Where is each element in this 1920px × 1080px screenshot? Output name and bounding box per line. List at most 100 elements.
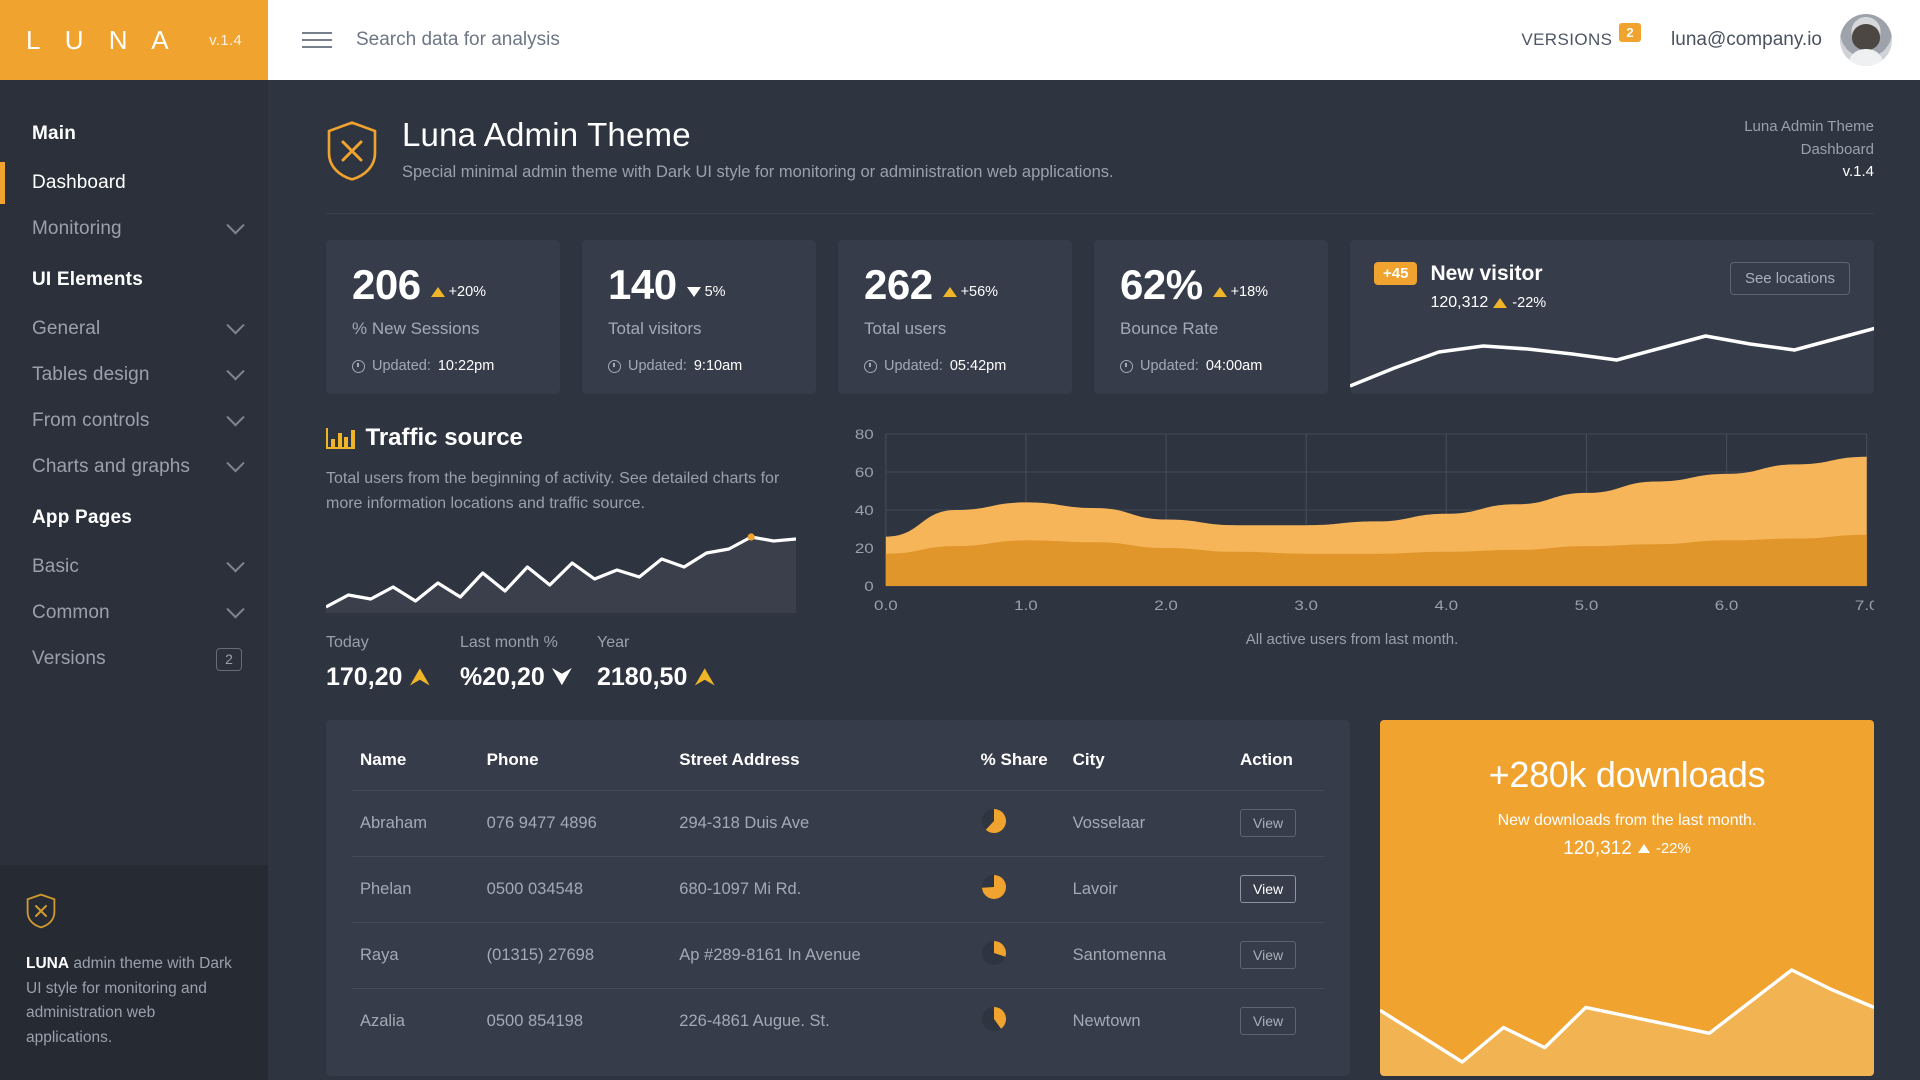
stat-card-new-sessions: 206 +20% % New Sessions Updated: 10:22pm: [326, 240, 560, 394]
stat-card-total-users: 262 +56% Total users Updated: 05:42pm: [838, 240, 1072, 394]
page-title-block: Luna Admin Theme Special minimal admin t…: [402, 116, 1114, 182]
data-table-card: Name Phone Street Address % Share City A…: [326, 719, 1350, 1076]
y-axis-tick-label: 20: [855, 541, 874, 556]
y-axis-tick-label: 0: [864, 579, 874, 594]
brand-logo[interactable]: L U N A v.1.4: [0, 0, 268, 80]
col-header-share: % Share: [972, 727, 1065, 791]
new-visitor-sparkline: [1350, 326, 1874, 388]
cell-address: 680-1097 Mi Rd.: [671, 856, 973, 923]
sidebar-item-charts-and-graphs[interactable]: Charts and graphs: [0, 444, 268, 490]
downloads-change: -22%: [1655, 840, 1691, 858]
stat-updated-time: 10:22pm: [437, 358, 495, 374]
cell-phone: (01315) 27698: [478, 922, 672, 989]
sidebar-item-versions[interactable]: Versions 2: [0, 636, 268, 683]
chevron-down-icon: [226, 215, 245, 234]
table-row: Phelan 0500 034548 680-1097 Mi Rd. Lavoir Vi…: [352, 856, 1324, 923]
stat-value: 140: [608, 261, 677, 308]
x-axis-tick-label: 0.0: [874, 598, 898, 613]
col-header-address: Street Address: [671, 727, 973, 791]
versions-link[interactable]: VERSIONS 2: [1521, 23, 1642, 50]
search-input[interactable]: [356, 29, 816, 51]
cell-name: Abraham: [352, 790, 479, 857]
traffic-stat-last-month: Last month % %20,20 ⮟: [460, 634, 597, 692]
traffic-source-title: Traffic source: [365, 424, 523, 451]
traffic-stat-value: 170,20: [326, 662, 403, 691]
sidebar-item-monitoring[interactable]: Monitoring: [0, 206, 268, 252]
downloads-title: +280k downloads: [1488, 753, 1766, 795]
cell-name: Phelan: [352, 856, 479, 923]
area-series-lower: [885, 534, 1867, 586]
avatar[interactable]: [1840, 14, 1892, 66]
y-axis-tick-label: 60: [855, 465, 874, 480]
stat-value: 262: [864, 261, 933, 308]
sidebar-footer-text: LUNA admin theme with Dark UI style for …: [26, 952, 242, 1050]
y-axis-tick-label: 40: [855, 503, 874, 518]
x-axis-tick-label: 1.0: [1014, 598, 1038, 613]
stat-card-total-visitors: 140 5% Total visitors Updated: 9:10am: [582, 240, 816, 394]
user-email[interactable]: luna@company.io: [1671, 29, 1822, 50]
traffic-source-stats: Today 170,20 ⮝ Last month % %20,20 ⮟: [326, 634, 796, 692]
sidebar-footer-desc: admin theme with Dark UI style for monit…: [26, 955, 232, 1046]
cell-address: 294-318 Duis Ave: [671, 790, 973, 857]
hamburger-menu-icon[interactable]: [288, 32, 346, 48]
sidebar-item-basic[interactable]: Basic: [0, 544, 268, 590]
new-visitor-sub: 120,312 -22%: [1430, 294, 1546, 312]
arrow-up-icon: ⮝: [410, 664, 430, 690]
cell-address: 226-4861 Augue. St.: [679, 1011, 830, 1030]
sidebar-item-common[interactable]: Common: [0, 590, 268, 636]
stat-delta: +18%: [1212, 284, 1268, 306]
share-pie-icon: [981, 940, 1006, 965]
cell-action: View: [1232, 922, 1324, 989]
cell-city: Newtown: [1072, 1011, 1141, 1030]
sidebar-item-label: Charts and graphs: [32, 456, 191, 477]
col-header-city: City: [1064, 727, 1232, 791]
page-meta-version: v.1.4: [1842, 163, 1874, 180]
view-button[interactable]: View: [1240, 809, 1297, 838]
chevron-down-icon: [226, 453, 245, 472]
sidebar-item-tables-design[interactable]: Tables design: [0, 352, 268, 398]
triangle-up-icon: [942, 287, 957, 297]
col-header-phone: Phone: [478, 727, 672, 791]
downloads-card: +280k downloads New downloads from the l…: [1380, 719, 1874, 1076]
chevron-down-icon: [226, 407, 245, 426]
traffic-stat-label: Year: [597, 633, 630, 651]
chevron-down-icon: [226, 553, 245, 572]
shield-x-icon: [26, 893, 242, 934]
cell-phone: 0500 034548: [478, 856, 672, 923]
arrow-down-icon: ⮟: [552, 664, 572, 690]
stat-delta: 5%: [686, 284, 726, 306]
sidebar-footer-brand: LUNA: [26, 955, 70, 973]
col-header-action: Action: [1232, 727, 1324, 791]
middle-row: Traffic source Total users from the begi…: [325, 424, 1879, 692]
sidebar-item-label: Basic: [32, 556, 79, 577]
cell-phone: 0500 854198: [486, 1011, 584, 1030]
traffic-source-sparkline: [325, 532, 797, 613]
versions-label: VERSIONS: [1521, 30, 1613, 49]
stat-updated: Updated: 04:00am: [1120, 358, 1302, 374]
traffic-source-description: Total users from the beginning of activi…: [326, 470, 780, 512]
cell-phone: 076 9477 4896: [478, 790, 672, 857]
cell-action: View: [1232, 856, 1324, 923]
traffic-stat-year: Year 2180,50 ⮝: [597, 634, 714, 692]
view-button[interactable]: View: [1240, 941, 1297, 970]
sidebar-item-general[interactable]: General: [0, 306, 268, 352]
see-locations-button[interactable]: See locations: [1729, 262, 1850, 295]
view-button[interactable]: View: [1240, 875, 1297, 904]
x-axis-tick-label: 6.0: [1715, 598, 1739, 613]
stat-updated-time: 05:42pm: [949, 358, 1007, 374]
sidebar-item-label: Common: [32, 602, 110, 623]
view-button[interactable]: View: [1240, 1007, 1297, 1036]
stat-label: Bounce Rate: [1120, 319, 1219, 338]
stat-label: % New Sessions: [352, 319, 480, 338]
sidebar-item-from-controls[interactable]: From controls: [0, 398, 268, 444]
traffic-stat-label: Today: [326, 633, 369, 651]
sidebar-item-dashboard[interactable]: Dashboard: [0, 160, 268, 206]
new-visitor-badge: +45: [1374, 262, 1418, 285]
versions-badge: 2: [1619, 23, 1642, 42]
cell-share: [972, 922, 1065, 989]
traffic-stat-value: %20,20: [460, 662, 545, 691]
stat-updated-label: Updated:: [372, 358, 431, 374]
downloads-subtitle: New downloads from the last month.: [1497, 811, 1757, 829]
stat-updated-label: Updated:: [1140, 358, 1199, 374]
active-users-chart-caption: All active users from last month.: [1245, 631, 1459, 648]
